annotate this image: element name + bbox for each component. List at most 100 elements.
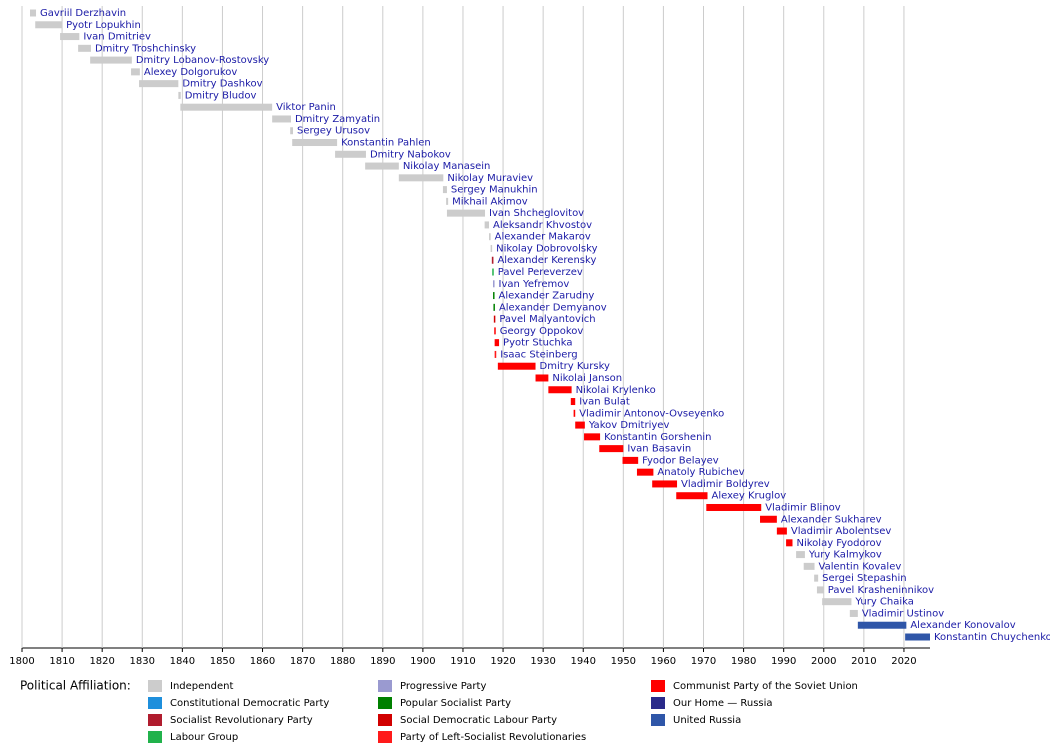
name-label: Yury Chaika xyxy=(854,597,913,608)
legend-label: Progressive Party xyxy=(400,681,486,692)
legend-label: Independent xyxy=(170,681,233,692)
term-bar xyxy=(636,468,654,476)
name-label: Gavriil Derzhavin xyxy=(40,8,126,19)
legend-swatch xyxy=(378,731,392,743)
term-bar xyxy=(398,174,444,182)
term-bar xyxy=(814,574,819,582)
term-bar xyxy=(30,9,37,17)
name-label: Dmitry Troshchinsky xyxy=(95,43,196,54)
term-bar xyxy=(494,350,497,358)
x-tick-label: 1810 xyxy=(49,656,74,667)
term-bar xyxy=(575,421,585,429)
x-tick-label: 2010 xyxy=(851,656,876,667)
name-label: Pyotr Lopukhin xyxy=(66,20,141,31)
term-bar xyxy=(131,68,140,76)
name-label: Fyodor Belayev xyxy=(642,455,719,466)
term-bar xyxy=(776,527,787,535)
term-bar xyxy=(442,186,447,194)
x-tick-label: 1980 xyxy=(731,656,756,667)
legend-label: Social Democratic Labour Party xyxy=(400,715,557,726)
name-label: Viktor Panin xyxy=(276,102,336,113)
legend-label: Constitutional Democratic Party xyxy=(170,698,329,709)
term-bar xyxy=(180,103,273,111)
name-label: Konstantin Gorshenin xyxy=(604,432,711,443)
name-label: Mikhail Akimov xyxy=(452,196,528,207)
term-bar xyxy=(90,56,132,64)
term-bar xyxy=(493,303,495,311)
term-bar xyxy=(493,280,495,288)
term-bar xyxy=(490,244,493,252)
x-tick-label: 1960 xyxy=(651,656,676,667)
term-bar xyxy=(796,551,805,559)
name-label: Ivan Yefremov xyxy=(499,279,570,290)
name-label: Konstantin Chuychenko xyxy=(934,632,1050,643)
name-label: Sergey Urusov xyxy=(297,126,370,137)
x-tick-label: 1880 xyxy=(330,656,355,667)
term-bar xyxy=(676,492,708,500)
x-tick-label: 1930 xyxy=(530,656,555,667)
legend-swatch xyxy=(651,680,665,692)
term-bar xyxy=(139,80,179,88)
name-label: Ivan Dmitriev xyxy=(83,32,151,43)
term-bar xyxy=(584,433,601,441)
term-bar xyxy=(492,268,494,276)
name-label: Pavel Malyantovich xyxy=(499,314,595,325)
term-bar xyxy=(489,233,491,241)
x-tick-label: 1840 xyxy=(170,656,195,667)
x-tick-label: 1890 xyxy=(370,656,395,667)
name-label: Dmitry Kursky xyxy=(540,361,611,372)
legend-swatch xyxy=(378,680,392,692)
name-label: Ivan Shcheglovitov xyxy=(489,208,584,219)
x-tick-label: 1950 xyxy=(611,656,636,667)
name-label: Sergey Manukhin xyxy=(451,185,538,196)
term-bar xyxy=(599,445,624,453)
x-tick-label: 1920 xyxy=(490,656,515,667)
name-label: Vladimir Blinov xyxy=(765,502,841,513)
legend-swatch xyxy=(378,697,392,709)
legend-label: Party of Left-Socialist Revolutionaries xyxy=(400,732,586,743)
term-bar xyxy=(652,480,678,488)
term-bar xyxy=(803,562,815,570)
name-label: Nikolay Manasein xyxy=(403,161,491,172)
x-tick-label: 1870 xyxy=(290,656,315,667)
term-bar xyxy=(786,539,793,547)
legend-label: Popular Socialist Party xyxy=(400,698,511,709)
term-bar xyxy=(760,515,777,523)
x-tick-label: 1800 xyxy=(9,656,34,667)
name-label: Pavel Krasheninnikov xyxy=(828,585,934,596)
legend-label: Socialist Revolutionary Party xyxy=(170,715,313,726)
legend-label: Our Home — Russia xyxy=(673,698,773,709)
term-bar xyxy=(535,374,549,382)
term-bar xyxy=(292,139,338,147)
term-bar xyxy=(494,339,500,347)
legend-title: Political Affiliation: xyxy=(20,679,131,693)
term-bar xyxy=(335,150,366,158)
term-bar xyxy=(706,503,762,511)
x-tick-label: 1860 xyxy=(250,656,275,667)
term-bar xyxy=(78,44,91,52)
legend-swatch xyxy=(651,697,665,709)
term-bar xyxy=(816,586,824,594)
legend-swatch xyxy=(378,714,392,726)
name-label: Ivan Basavin xyxy=(627,444,691,455)
term-bar xyxy=(849,609,858,617)
name-label: Dmitry Dashkov xyxy=(182,79,262,90)
legend-label: Labour Group xyxy=(170,732,238,743)
term-bar xyxy=(290,127,293,135)
term-bar xyxy=(35,21,63,29)
name-label: Alexander Sukharev xyxy=(781,514,882,525)
term-bar xyxy=(857,621,907,629)
name-label: Vladimir Boldyrev xyxy=(681,479,770,490)
name-label: Konstantin Pahlen xyxy=(341,138,431,149)
legend-swatch xyxy=(148,714,162,726)
term-bar xyxy=(493,315,496,323)
name-label: Alexander Makarov xyxy=(495,232,591,243)
term-bar xyxy=(494,327,496,335)
x-tick-label: 1830 xyxy=(130,656,155,667)
term-bar xyxy=(905,633,930,641)
legend-swatch xyxy=(148,697,162,709)
term-bar xyxy=(272,115,291,123)
name-label: Alexander Demyanov xyxy=(499,302,607,313)
term-bar xyxy=(622,456,639,464)
